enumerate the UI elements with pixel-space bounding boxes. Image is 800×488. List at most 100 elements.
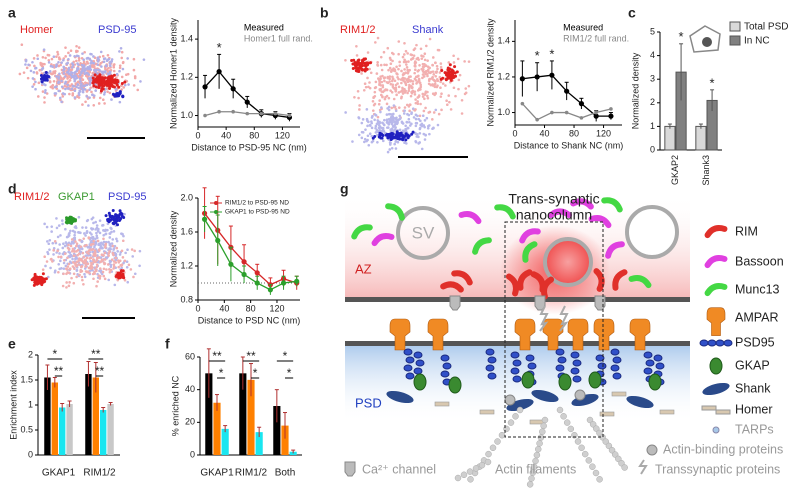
localization [53,92,57,95]
localization [455,70,459,74]
localization [71,261,75,264]
localization [386,46,390,50]
significance: * [253,366,258,380]
localization [69,229,72,233]
localization [417,95,421,98]
localization [424,91,427,95]
localization [381,139,385,143]
localization [389,128,392,132]
localization [434,108,438,112]
localization [84,81,87,84]
localization [439,80,442,84]
localization [403,109,406,112]
localization [132,275,135,279]
localization [73,226,77,229]
localization [88,271,91,275]
localization [98,68,101,72]
ca-channel [344,461,356,477]
psd95 [487,356,497,364]
localization [112,69,116,73]
localization [376,63,379,67]
psd95 [413,351,423,359]
localization [106,72,110,75]
localization [352,58,356,62]
localization [68,231,71,235]
actin [602,438,609,445]
localization [413,71,416,75]
localization [387,105,391,109]
legend-text: Ca²⁺ channel [362,462,436,476]
localization [75,264,78,268]
psd95 [645,359,655,367]
localization [410,86,414,90]
localization [101,98,105,101]
localization [392,129,395,133]
localization [415,121,419,125]
y-tick-label: 1.0 [180,110,193,120]
localization [67,262,71,266]
localization [439,65,443,69]
localization [109,60,113,64]
localization [423,97,426,101]
x-tick-label: 0 [512,128,517,138]
localization [366,134,370,138]
localization [88,96,91,99]
localization [449,73,453,77]
localization [391,83,395,87]
localization [373,90,377,94]
localization [380,106,383,109]
localization [415,57,419,61]
localization [112,215,116,219]
localization [376,133,379,137]
legend-text: Homer [735,402,773,416]
localization [92,61,96,65]
localization [81,278,84,282]
localization [439,62,443,65]
legend-text: Transsynaptic proteins [655,462,780,476]
localization [413,77,417,81]
localization [76,67,79,71]
protein [548,208,572,218]
localization [381,129,385,133]
localization [371,109,375,112]
localization [92,221,95,225]
localization [447,94,451,97]
localization [85,256,89,260]
localization [416,102,420,106]
localization [64,220,68,224]
localization [67,51,70,55]
localization [415,82,418,85]
data-point [228,261,234,267]
localization [102,274,106,278]
localization [106,53,110,57]
vesicle [543,237,593,287]
psd95 [403,364,413,372]
localization [436,48,440,52]
localization [56,53,60,56]
localization [66,77,69,80]
localization [57,224,61,227]
actin [608,446,616,454]
localization [52,79,56,83]
localization [444,84,447,87]
localization [108,268,111,271]
localization [94,77,98,81]
localization [115,223,119,227]
localization [405,103,409,107]
localization [379,93,383,97]
localization [124,251,127,255]
localization [449,108,453,111]
localization [392,86,396,90]
protein [605,241,625,259]
actin [536,440,543,447]
legend-marker [214,201,218,205]
localization [457,78,461,82]
gkap [521,371,535,389]
localization [402,72,406,76]
localization [351,67,355,71]
localization [403,87,406,91]
localization [344,111,347,114]
data-point [241,271,247,278]
localization [102,240,106,244]
localization [122,86,126,89]
